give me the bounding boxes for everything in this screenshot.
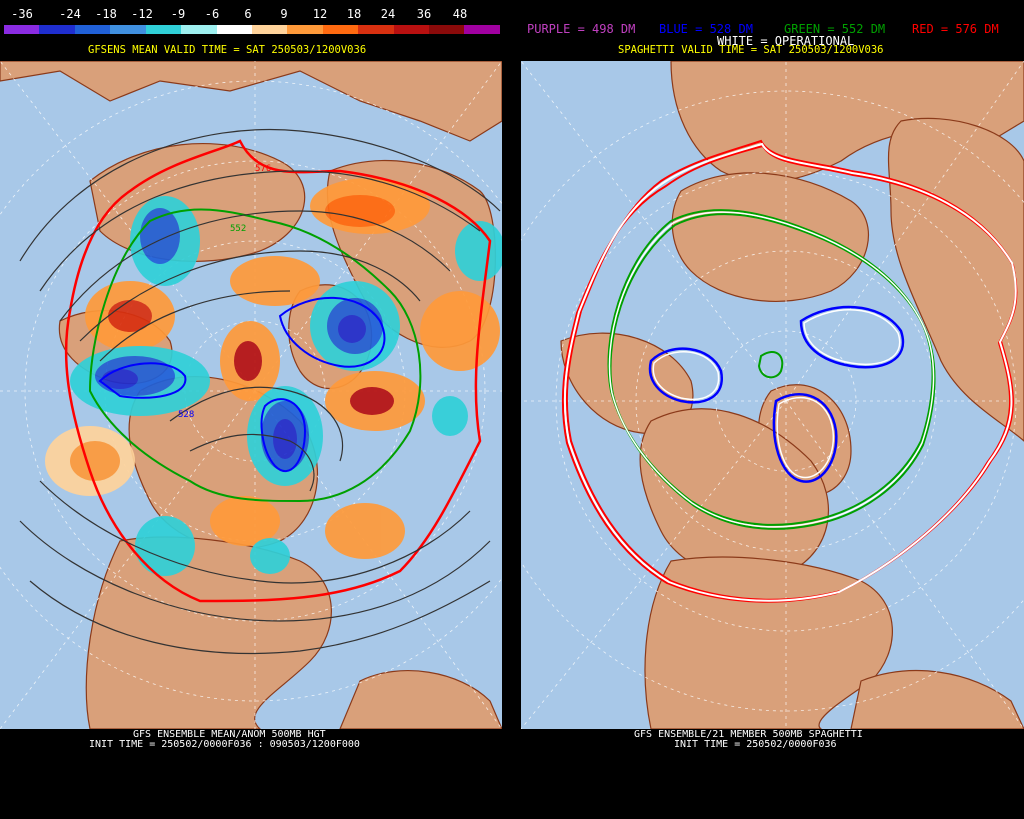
colorbar-tick: -12 [131, 7, 153, 21]
negative-anomaly [338, 315, 366, 343]
contour-528-blue [98, 362, 187, 399]
negative-anomaly [135, 516, 195, 576]
valid-time-title: GFSENS MEAN VALID TIME = SAT 250503/1200… [88, 44, 367, 56]
europe-land [887, 117, 1024, 442]
spaghetti-528-white [803, 309, 901, 366]
spaghetti-528-blue [799, 305, 905, 369]
panel-divider [502, 0, 521, 819]
colorbar-cell [74, 25, 111, 34]
colorbar-cell [39, 25, 75, 34]
anomaly-fields [45, 178, 502, 576]
colorbar-cell [358, 25, 394, 34]
positive-anomaly [420, 291, 500, 371]
chart-caption: GFS ENSEMBLE MEAN/ANOM 500MB HGT [133, 729, 326, 740]
colorbar-cell [322, 25, 359, 34]
legend-green: GREEN = 552 DM [784, 22, 886, 36]
legend-purple: PURPLE = 498 DM [527, 22, 636, 36]
colorbar-tick: 12 [312, 7, 328, 21]
colorbar-tick: -24 [59, 7, 81, 21]
spaghetti-552-green [757, 351, 784, 379]
chart-caption: GFS ENSEMBLE/21 MEMBER 500MB SPAGHETTI [634, 729, 863, 740]
positive-anomaly [325, 503, 405, 559]
contour-label-576: 576 [255, 164, 271, 174]
contour-552-green [88, 208, 422, 503]
negative-anomaly [432, 396, 468, 436]
colorbar-tick: -36 [11, 7, 33, 21]
colorbar-cell [251, 25, 288, 34]
positive-anomaly [230, 256, 320, 306]
colorbar-tick: -6 [204, 7, 220, 21]
legend-white: WHITE = OPERATIONAL [717, 34, 855, 48]
colorbar-cell [464, 25, 500, 34]
colorbar-tick: 6 [244, 7, 252, 21]
colorbar-cell [429, 25, 465, 34]
init-time: INIT TIME = 250502/0000F036 : 090503/120… [89, 739, 360, 750]
colorbar-cell [145, 25, 182, 34]
negative-anomaly [250, 538, 290, 574]
gray-contours [19, 128, 501, 655]
colorbar-labels: -36 -24 -18 -12 -9 -6 6 9 12 18 24 36 48 [0, 8, 502, 22]
colorbar-tick: -18 [95, 7, 117, 21]
spaghetti-576-white [563, 142, 1017, 602]
spaghetti-contours [561, 139, 1018, 603]
spaghetti-552-white [608, 211, 935, 528]
positive-anomaly [70, 441, 120, 481]
spaghetti-map-svg [521, 61, 1024, 729]
colorbar-tick: 18 [346, 7, 362, 21]
contour-528-blue [260, 398, 307, 473]
ensemble-mean-panel: -36 -24 -18 -12 -9 -6 6 9 12 18 24 36 48… [0, 0, 502, 819]
colorbar-tick: -9 [170, 7, 186, 21]
spaghetti-528-blue [772, 393, 838, 483]
height-contours [19, 128, 501, 655]
spaghetti-map [521, 61, 1024, 729]
spaghetti-528-white [776, 396, 835, 479]
spaghetti-528-blue [648, 347, 724, 404]
colorbar-tick: 9 [280, 7, 288, 21]
positive-anomaly [325, 195, 395, 227]
colorbar-tick: 36 [416, 7, 432, 21]
eurasia-land [0, 61, 502, 142]
contour-528-blue [278, 296, 386, 368]
legend-blue: BLUE = 528 DM [659, 22, 753, 36]
south-america-land [850, 670, 1024, 729]
colorbar-cell [181, 25, 217, 34]
negative-anomaly [455, 221, 502, 281]
colorbar-tick: 48 [452, 7, 468, 21]
mean-map-svg: 576 552 528 [0, 61, 502, 729]
colorbar-cell [216, 25, 252, 34]
siberia-land [671, 172, 869, 302]
positive-anomaly [108, 300, 152, 332]
anomaly-colorbar [4, 25, 500, 34]
spaghetti-528-white [652, 351, 720, 401]
colorbar-cell [4, 25, 40, 34]
contour-576-red [64, 139, 492, 603]
colorbar-cell [110, 25, 146, 34]
positive-anomaly [210, 496, 280, 546]
init-time: INIT TIME = 250502/0000F036 [674, 739, 837, 750]
colorbar-tick: 24 [380, 7, 396, 21]
ensemble-mean-map: 576 552 528 [0, 61, 502, 729]
positive-anomaly [234, 341, 262, 381]
colorbar-cell [287, 25, 323, 34]
south-america-land [339, 670, 502, 729]
contour-label-528: 528 [178, 410, 194, 420]
legend-red: RED = 576 DM [912, 22, 999, 36]
spaghetti-panel: PURPLE = 498 DM BLUE = 528 DM GREEN = 55… [521, 0, 1024, 819]
colorbar-cell [393, 25, 430, 34]
positive-anomaly [350, 387, 394, 415]
spaghetti-valid-time: SPAGHETTI VALID TIME = SAT 250503/1200V0… [618, 44, 884, 56]
latlon-grid [521, 61, 1024, 729]
contour-label-552: 552 [230, 224, 246, 234]
